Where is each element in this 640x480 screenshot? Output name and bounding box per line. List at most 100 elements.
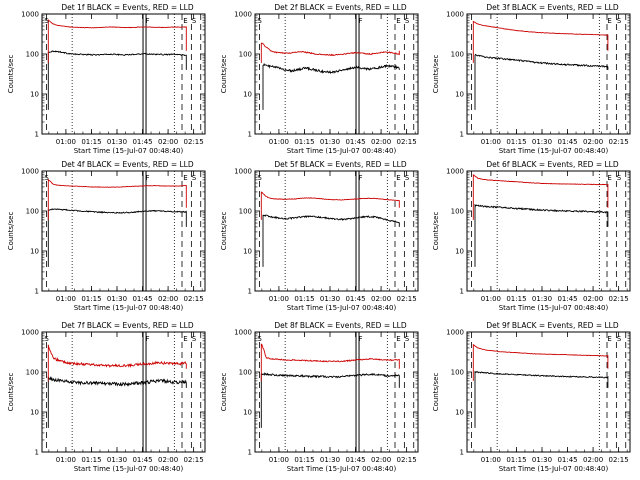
y-axis-label: Counts/sec — [7, 212, 15, 251]
y-tick-label: 100 — [26, 208, 39, 216]
marker-label: S — [257, 335, 262, 343]
series-line-events — [260, 372, 400, 428]
x-tick-label: 01:15 — [294, 295, 314, 303]
x-tick-label: 01:30 — [107, 456, 127, 464]
y-tick-label: 100 — [451, 369, 464, 377]
y-tick-label: 1 — [35, 449, 39, 457]
series-line-events — [262, 62, 400, 110]
plot-frame — [254, 170, 419, 292]
x-tick-label: 01:00 — [269, 456, 289, 464]
x-axis-label: Start Time (15-Jul-07 00:48:40) — [74, 147, 184, 155]
x-tick-label: 01:30 — [532, 138, 552, 146]
x-tick-label: 02:00 — [158, 295, 178, 303]
x-axis-label: Start Time (15-Jul-07 00:48:40) — [287, 465, 397, 473]
y-axis-label: Counts/sec — [220, 373, 228, 412]
x-axis-label: Start Time (15-Jul-07 00:48:40) — [74, 304, 184, 312]
y-tick-label: 10 — [243, 91, 252, 99]
marker-label: F — [146, 335, 150, 343]
x-tick-label: 01:45 — [132, 138, 152, 146]
panel-7: Det 7f BLACK = Events, RED = LLD 1 10 100 10… — [7, 321, 206, 473]
series-line-lld — [47, 18, 187, 63]
x-tick-label: 01:00 — [269, 295, 289, 303]
x-tick-label: 01:45 — [345, 456, 365, 464]
x-tick-label: 01:45 — [557, 295, 577, 303]
y-tick-label: 1000 — [21, 168, 39, 176]
y-tick-label: 1 — [35, 131, 39, 139]
x-tick-label: 02:00 — [371, 295, 391, 303]
y-tick-label: 1 — [460, 449, 464, 457]
y-tick-label: 1000 — [234, 168, 252, 176]
x-tick-label: 02:15 — [397, 295, 417, 303]
marker-label: S — [405, 335, 410, 343]
x-tick-label: 01:45 — [557, 456, 577, 464]
marker-label: E — [607, 335, 611, 343]
x-tick-label: 01:00 — [56, 295, 76, 303]
x-tick-label: 01:30 — [107, 295, 127, 303]
x-axis-label: Start Time (15-Jul-07 00:48:40) — [499, 304, 609, 312]
x-tick-label: 02:00 — [158, 138, 178, 146]
y-tick-label: 10 — [30, 248, 39, 256]
series-line-events — [47, 376, 187, 428]
y-tick-label: 1 — [248, 131, 252, 139]
x-tick-label: 01:15 — [81, 138, 101, 146]
x-tick-label: 01:30 — [320, 138, 340, 146]
x-axis-label: Start Time (15-Jul-07 00:48:40) — [74, 465, 184, 473]
y-tick-label: 100 — [451, 51, 464, 59]
y-axis-label: Counts/sec — [432, 55, 440, 94]
x-tick-label: 02:00 — [371, 138, 391, 146]
series-line-lld — [47, 344, 187, 381]
panel-6: Det 6f BLACK = Events, RED = LLD 1 10 100 10… — [432, 160, 631, 312]
marker-label: S — [44, 335, 49, 343]
y-tick-label: 1000 — [446, 168, 464, 176]
x-tick-label: 01:30 — [107, 138, 127, 146]
x-axis-label: Start Time (15-Jul-07 00:48:40) — [287, 304, 397, 312]
panel-4: Det 4f BLACK = Events, RED = LLD 1 10 100 10… — [7, 160, 206, 312]
panel-title: Det 6f BLACK = Events, RED = LLD — [486, 160, 619, 169]
panel-title: Det 8f BLACK = Events, RED = LLD — [274, 321, 407, 330]
x-tick-label: 02:15 — [609, 295, 629, 303]
y-tick-label: 100 — [239, 208, 252, 216]
x-tick-label: 01:45 — [557, 138, 577, 146]
marker-label: S — [405, 174, 410, 182]
marker-label: E — [607, 174, 611, 182]
series-line-events — [47, 208, 187, 267]
panel-title: Det 2f BLACK = Events, RED = LLD — [274, 3, 407, 12]
series-line-lld — [260, 343, 400, 381]
panel-title: Det 9f BLACK = Events, RED = LLD — [486, 321, 619, 330]
x-tick-label: 01:45 — [345, 295, 365, 303]
series-line-lld — [472, 343, 609, 381]
plot-frame — [41, 13, 206, 135]
series-line-lld — [260, 42, 400, 63]
y-tick-label: 10 — [455, 409, 464, 417]
series-line-lld — [47, 178, 187, 220]
y-tick-label: 10 — [455, 248, 464, 256]
x-tick-label: 01:15 — [81, 295, 101, 303]
x-axis-label: Start Time (15-Jul-07 00:48:40) — [499, 465, 609, 473]
x-tick-label: 01:30 — [320, 295, 340, 303]
x-tick-label: 01:00 — [481, 295, 501, 303]
panel-title: Det 5f BLACK = Events, RED = LLD — [274, 160, 407, 169]
x-tick-label: 01:30 — [532, 456, 552, 464]
y-tick-label: 1000 — [21, 329, 39, 337]
series-line-lld — [472, 173, 609, 220]
panel-9: Det 9f BLACK = Events, RED = LLD 1 10 100 10… — [432, 321, 631, 473]
marker-label: E — [183, 17, 187, 25]
series-line-lld — [472, 20, 609, 63]
y-tick-label: 1 — [248, 288, 252, 296]
y-tick-label: 10 — [30, 409, 39, 417]
plot-frame — [466, 13, 631, 135]
marker-label: E — [607, 17, 611, 25]
x-tick-label: 01:15 — [294, 456, 314, 464]
marker-label: F — [146, 17, 150, 25]
y-tick-label: 100 — [239, 369, 252, 377]
x-tick-label: 01:15 — [506, 138, 526, 146]
marker-label: S — [257, 17, 262, 25]
y-tick-label: 1000 — [446, 11, 464, 19]
series-line-events — [262, 214, 400, 267]
plot-frame — [41, 170, 206, 292]
y-tick-label: 100 — [239, 51, 252, 59]
series-line-events — [474, 203, 609, 267]
series-line-events — [47, 50, 187, 110]
y-tick-label: 1 — [460, 288, 464, 296]
